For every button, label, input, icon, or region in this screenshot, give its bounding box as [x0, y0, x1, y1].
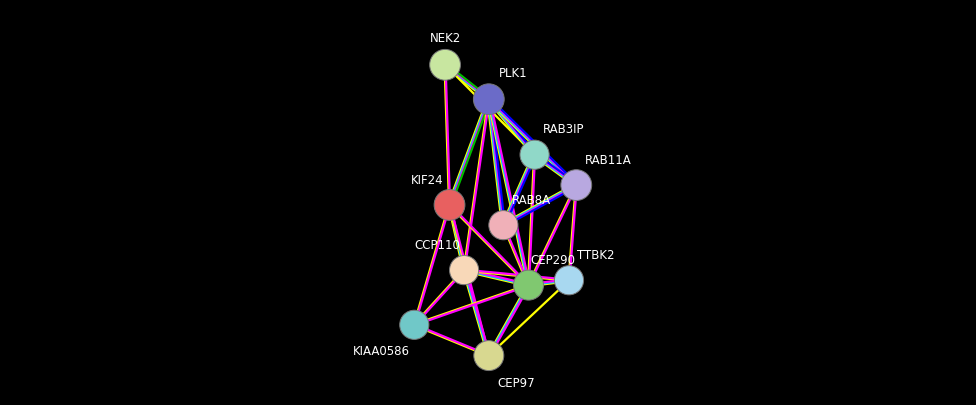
Circle shape	[473, 84, 505, 115]
Circle shape	[450, 256, 478, 285]
Text: TTBK2: TTBK2	[577, 249, 615, 262]
Text: CEP97: CEP97	[497, 377, 535, 390]
Text: RAB11A: RAB11A	[586, 154, 631, 167]
Text: PLK1: PLK1	[499, 67, 528, 80]
Text: RAB3IP: RAB3IP	[543, 124, 585, 136]
Circle shape	[513, 270, 544, 300]
Circle shape	[561, 170, 591, 200]
Text: KIAA0586: KIAA0586	[353, 345, 410, 358]
Circle shape	[489, 211, 518, 240]
Circle shape	[434, 190, 465, 220]
Text: CEP290: CEP290	[531, 254, 576, 267]
Circle shape	[429, 49, 461, 80]
Text: CCP110: CCP110	[414, 239, 460, 252]
Circle shape	[400, 310, 428, 339]
Circle shape	[554, 266, 584, 295]
Circle shape	[473, 341, 504, 371]
Text: RAB8A: RAB8A	[511, 194, 550, 207]
Circle shape	[520, 140, 549, 169]
Text: KIF24: KIF24	[411, 174, 443, 187]
Text: NEK2: NEK2	[429, 32, 461, 45]
